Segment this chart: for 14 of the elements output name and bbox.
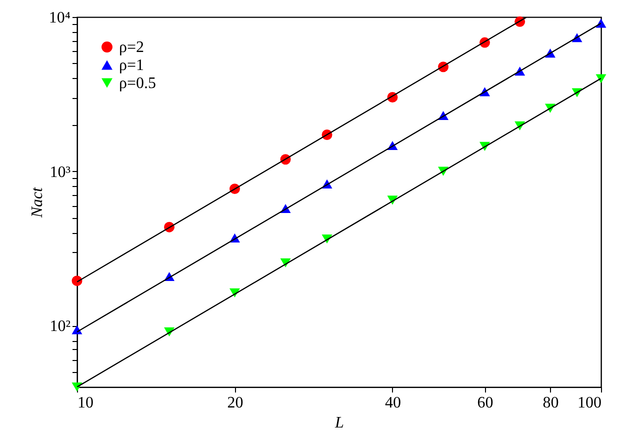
- y-axis-title: Nact: [28, 186, 46, 219]
- x-tick-label: 60: [477, 394, 494, 412]
- legend-label: ρ=0.5: [119, 75, 156, 92]
- y-tick-label: 10³: [50, 164, 71, 181]
- x-tick-label: 100: [578, 394, 602, 412]
- x-tick-label: 10: [78, 394, 94, 412]
- x-tick-label: 40: [384, 394, 401, 412]
- x-tick-label: 80: [542, 394, 559, 412]
- legend-label: ρ=1: [119, 57, 144, 74]
- y-tick-label: 10⁴: [48, 10, 71, 26]
- x-axis-title: L: [334, 414, 344, 432]
- legend-label: ρ=2: [119, 39, 144, 56]
- y-tick-label: 10²: [50, 318, 71, 336]
- x-tick-label: 20: [227, 394, 244, 412]
